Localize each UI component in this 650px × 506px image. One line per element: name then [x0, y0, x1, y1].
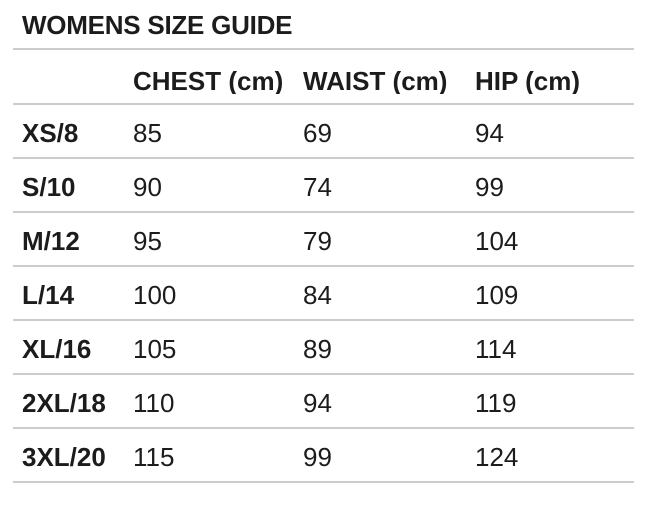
table-row: S/10 90 74 99	[13, 159, 634, 213]
waist-value-cell: 99	[303, 444, 332, 470]
hip-column-header: HIP (cm)	[475, 68, 580, 94]
table-row: 3XL/20 115 99 124	[13, 429, 634, 483]
size-label-cell: XL/16	[22, 336, 92, 362]
waist-column-header: WAIST (cm)	[303, 68, 448, 94]
waist-value-cell: 89	[303, 336, 332, 362]
waist-value-cell: 79	[303, 228, 332, 254]
title-bar: WOMENS SIZE GUIDE	[13, 0, 634, 50]
chest-value-cell: 85	[133, 120, 162, 146]
size-label-cell: XS/8	[22, 120, 79, 146]
size-label-cell: 2XL/18	[22, 390, 106, 416]
size-label-cell: M/12	[22, 228, 80, 254]
chest-value-cell: 115	[133, 444, 175, 470]
table-row: XL/16 105 89 114	[13, 321, 634, 375]
chest-value-cell: 90	[133, 174, 162, 200]
size-label-cell: S/10	[22, 174, 76, 200]
size-label-cell: L/14	[22, 282, 75, 308]
chest-value-cell: 110	[133, 390, 175, 416]
hip-value-cell: 99	[475, 174, 504, 200]
chest-column-header: CHEST (cm)	[133, 68, 284, 94]
hip-value-cell: 94	[475, 120, 504, 146]
table-row: 2XL/18 110 94 119	[13, 375, 634, 429]
waist-value-cell: 74	[303, 174, 332, 200]
chest-value-cell: 95	[133, 228, 162, 254]
hip-value-cell: 119	[475, 390, 517, 416]
table-row: XS/8 85 69 94	[13, 105, 634, 159]
waist-value-cell: 69	[303, 120, 332, 146]
table-row: M/12 95 79 104	[13, 213, 634, 267]
hip-value-cell: 114	[475, 336, 517, 362]
table-header-row: CHEST (cm) WAIST (cm) HIP (cm)	[13, 50, 634, 105]
table-row: L/14 100 84 109	[13, 267, 634, 321]
chest-value-cell: 100	[133, 282, 177, 308]
waist-value-cell: 94	[303, 390, 332, 416]
page-title: WOMENS SIZE GUIDE	[22, 10, 293, 40]
chest-value-cell: 105	[133, 336, 177, 362]
size-label-cell: 3XL/20	[22, 444, 106, 470]
hip-value-cell: 109	[475, 282, 519, 308]
waist-value-cell: 84	[303, 282, 332, 308]
hip-value-cell: 124	[475, 444, 519, 470]
size-guide: WOMENS SIZE GUIDE CHEST (cm) WAIST (cm) …	[13, 0, 634, 483]
hip-value-cell: 104	[475, 228, 519, 254]
